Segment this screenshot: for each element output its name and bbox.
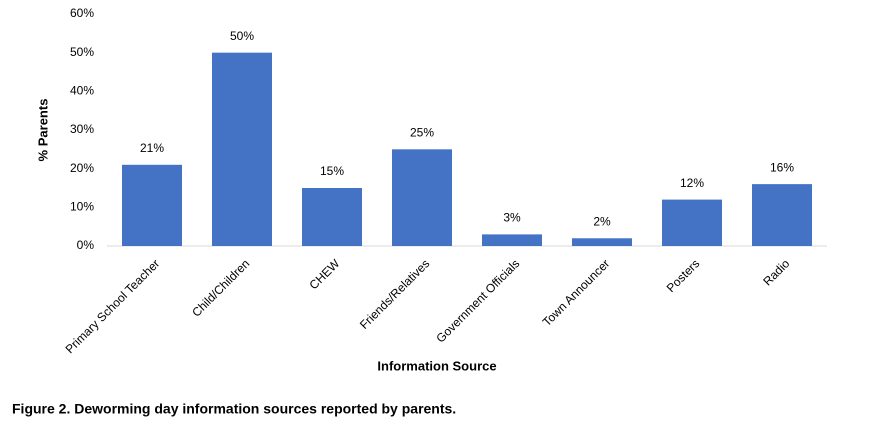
bar xyxy=(392,149,452,246)
x-tick-label: Town Announcer xyxy=(540,256,613,329)
data-label: 2% xyxy=(593,214,611,228)
y-tick-label: 40% xyxy=(70,84,94,98)
y-tick-label: 0% xyxy=(77,238,95,252)
data-label: 25% xyxy=(410,126,434,140)
x-tick-label: Government Officials xyxy=(433,256,522,345)
x-tick-label: Posters xyxy=(664,256,703,295)
y-tick-label: 30% xyxy=(70,122,94,136)
y-tick-label: 50% xyxy=(70,45,94,59)
x-axis-title: Information Source xyxy=(377,358,496,373)
data-label: 50% xyxy=(230,29,254,43)
bar xyxy=(302,188,362,246)
y-tick-label: 20% xyxy=(70,161,94,175)
x-tick-label: CHEW xyxy=(307,256,343,292)
data-label: 16% xyxy=(770,160,794,174)
x-tick-label: Radio xyxy=(760,256,792,288)
bar xyxy=(752,184,812,246)
y-tick-label: 60% xyxy=(70,6,94,20)
bar xyxy=(572,238,632,246)
figure-caption: Figure 2. Deworming day information sour… xyxy=(12,401,456,417)
y-axis-title: % Parents xyxy=(35,99,50,162)
data-label: 12% xyxy=(680,176,704,190)
bar xyxy=(212,52,272,246)
x-tick-label: Friends/Relatives xyxy=(357,256,432,331)
bar xyxy=(662,199,722,246)
data-label: 15% xyxy=(320,164,344,178)
x-tick-label: Child/Children xyxy=(189,256,252,319)
bar xyxy=(122,164,182,246)
y-tick-label: 10% xyxy=(70,200,94,214)
data-label: 3% xyxy=(503,211,521,225)
bar xyxy=(482,234,542,246)
data-label: 21% xyxy=(140,141,164,155)
x-tick-label: Primary School Teacher xyxy=(63,256,163,356)
